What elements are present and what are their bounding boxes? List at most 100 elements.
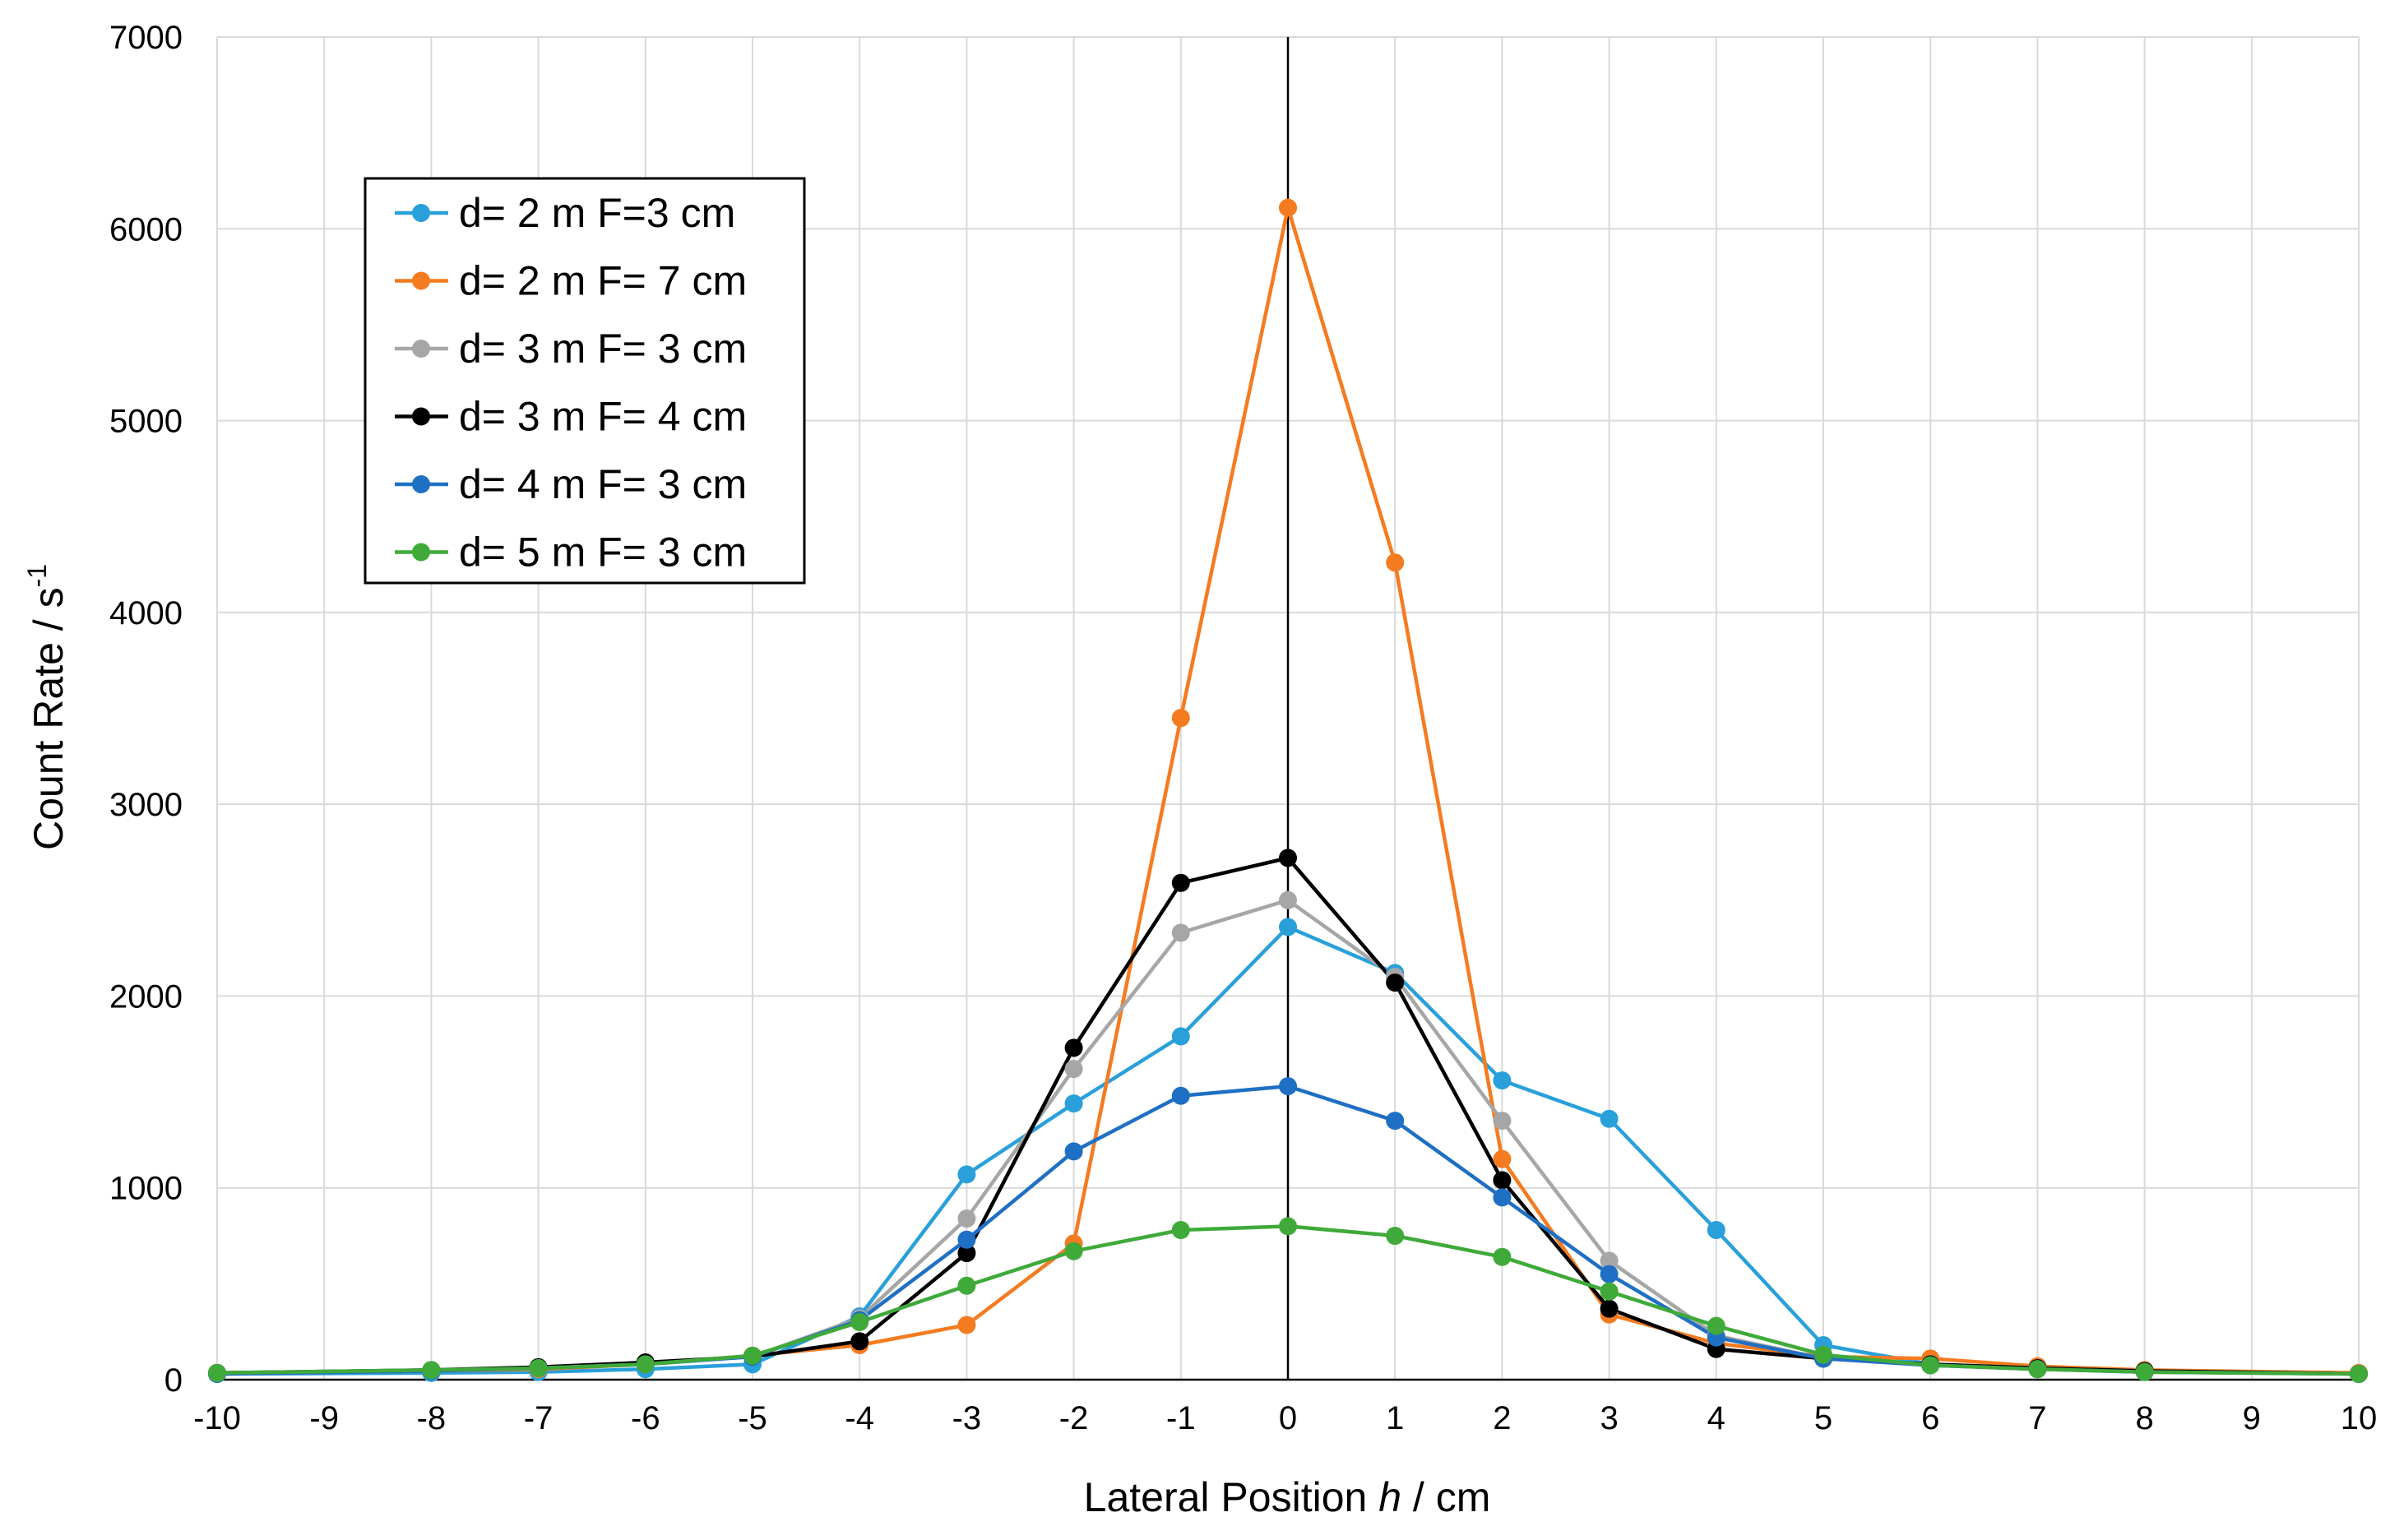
legend-marker [412,475,430,493]
data-point [1064,1060,1083,1079]
data-point [1386,973,1405,992]
data-point [1171,709,1190,728]
data-point [1707,1316,1725,1335]
legend-item: d= 2 m F=3 cm [395,190,735,236]
x-tick-label: 10 [2341,1400,2378,1436]
legend-marker [412,271,430,290]
legend-label: d= 2 m F= 7 cm [459,258,747,304]
data-point [1064,1142,1083,1161]
legend-marker [412,204,430,222]
data-point [1279,849,1297,867]
x-tick-label: -10 [193,1400,241,1436]
legend-marker [412,407,430,426]
y-axis-ticks: 0 1000 2000 3000 4000 5000 6000 7000 [109,20,183,1399]
y-tick-label: 4000 [109,595,183,631]
legend-label: d= 4 m F= 3 cm [459,461,747,507]
data-point [957,1209,976,1228]
y-axis-title: Count Rate / s-1 [22,564,72,850]
legend-item: d= 3 m F= 4 cm [395,394,747,440]
legend-item: d= 2 m F= 7 cm [395,258,747,304]
data-point [957,1244,976,1263]
x-tick-label: -5 [738,1400,767,1436]
x-tick-label: 9 [2243,1400,2261,1436]
x-axis-ticks: -10 -9 -8 -7 -6 -5 -4 -3 -2 -1 0 1 2 3 4 5 6 7 8 9 10 [193,1400,2377,1436]
legend-label: d= 5 m F= 3 cm [459,530,747,576]
data-point [1064,1094,1083,1113]
legend-item: d= 3 m F= 3 cm [395,326,747,372]
data-point [1279,1077,1297,1096]
legend-marker [412,543,430,562]
data-point [529,1359,548,1378]
data-point [1493,1188,1512,1207]
series-points [208,198,2368,1384]
data-point [1279,918,1297,936]
data-point [1493,1247,1512,1266]
data-point [1600,1282,1619,1301]
data-point [1814,1345,1832,1364]
data-point [1600,1265,1619,1283]
data-point [850,1332,869,1351]
data-point [1171,873,1190,892]
data-point [1171,923,1190,942]
x-axis-title: Lateral Position h / cm [1084,1474,1491,1520]
data-point [1171,1027,1190,1046]
x-tick-label: 3 [1600,1400,1618,1436]
x-tick-label: -4 [845,1400,874,1436]
data-point [850,1313,869,1332]
data-point [1279,890,1297,909]
legend-item: d= 5 m F= 3 cm [395,530,747,576]
legend-item: d= 4 m F= 3 cm [395,461,747,507]
y-tick-label: 5000 [109,404,183,440]
data-point [1386,553,1405,572]
legend-label: d= 3 m F= 3 cm [459,326,747,372]
data-point [1493,1149,1512,1168]
data-point [1064,1038,1083,1057]
data-point [1600,1109,1619,1128]
x-tick-label: -1 [1166,1400,1196,1436]
data-point [1493,1071,1512,1090]
x-tick-label: 2 [1493,1400,1511,1436]
y-tick-label: 6000 [109,211,183,247]
data-point [957,1276,976,1295]
legend-box [364,177,806,585]
data-point [957,1165,976,1184]
x-tick-label: 1 [1386,1400,1404,1436]
data-point [636,1355,655,1374]
x-tick-label: 6 [1921,1400,1939,1436]
y-tick-label: 2000 [109,978,183,1015]
data-point [422,1361,441,1380]
x-tick-label: 7 [2028,1400,2046,1436]
data-point [1386,1227,1405,1246]
x-tick-label: 5 [1814,1400,1832,1436]
y-tick-label: 0 [164,1362,183,1399]
legend-label: d= 2 m F=3 cm [459,190,735,236]
x-tick-label: -8 [417,1400,447,1436]
x-tick-label: 4 [1707,1400,1725,1436]
data-point [1921,1356,1940,1375]
data-point [1600,1251,1619,1270]
data-point [1171,1221,1190,1240]
data-point [1171,1086,1190,1105]
data-point [957,1230,976,1249]
data-point [1279,1217,1297,1236]
x-tick-label: -6 [631,1400,660,1436]
legend-marker [412,340,430,358]
data-point [1279,198,1297,217]
data-point [2135,1362,2154,1381]
y-tick-label: 1000 [109,1171,183,1207]
x-tick-label: -9 [309,1400,339,1436]
x-tick-label: -2 [1059,1400,1089,1436]
data-point [1600,1299,1619,1318]
y-tick-label: 3000 [109,787,183,823]
x-tick-label: -7 [524,1400,553,1436]
data-point [1064,1242,1083,1260]
legend-label: d= 3 m F= 4 cm [459,394,747,440]
data-point [2350,1365,2368,1384]
data-point [1493,1171,1512,1190]
data-point [1493,1112,1512,1131]
legend: d= 2 m F=3 cm d= 2 m F= 7 cm d= 3 m F= 3 c… [364,177,806,585]
data-point [743,1346,762,1365]
y-tick-label: 7000 [109,20,183,56]
x-tick-label: -3 [952,1400,982,1436]
